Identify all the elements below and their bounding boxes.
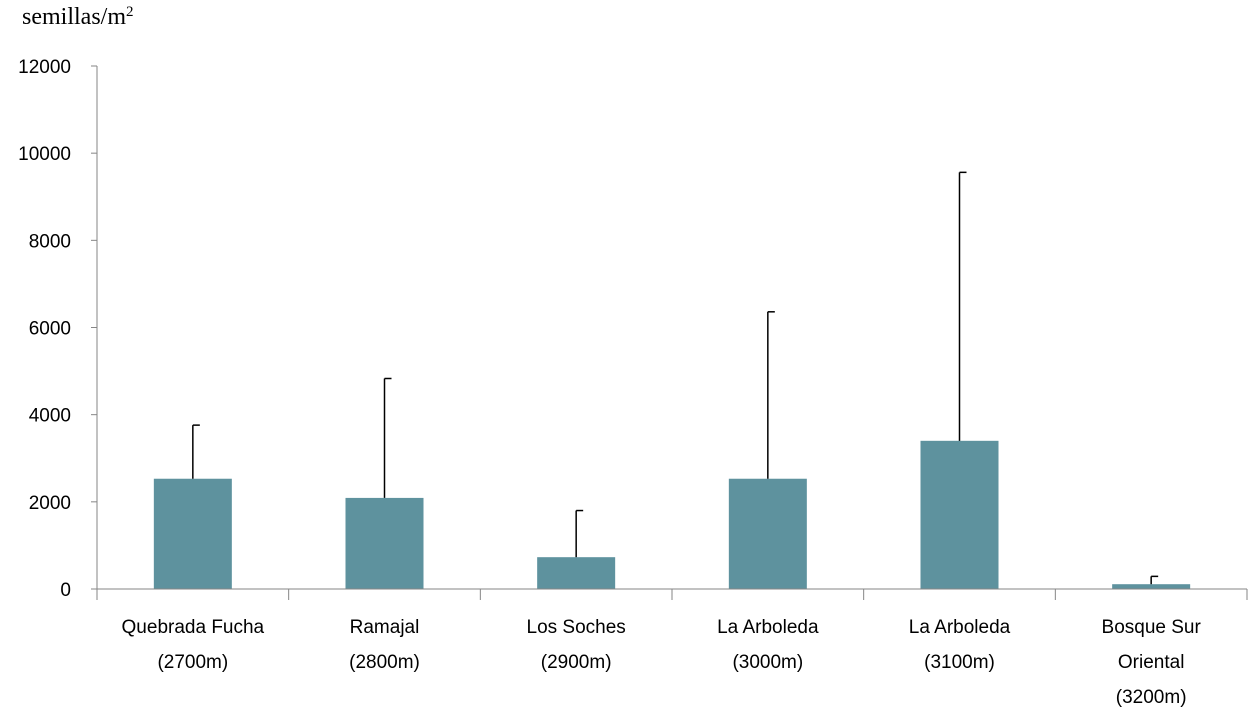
x-tick-label: (2900m): [541, 652, 612, 673]
plot-area: 0 2000 4000 6000 8000 10000 12000 Quebrada Fuch…: [18, 57, 1248, 708]
x-tick-label: Quebrada Fucha: [122, 617, 265, 638]
x-tick-label: Ramajal: [350, 617, 420, 638]
y-tick-label: 0: [60, 580, 71, 601]
y-tick-label: 4000: [29, 406, 71, 427]
y-tick-label: 2000: [29, 493, 71, 514]
bar: [537, 557, 616, 589]
bar: [345, 497, 424, 589]
x-tick-label: La Arboleda: [717, 617, 819, 638]
x-tick-label: (3100m): [924, 652, 995, 673]
bar: [1112, 584, 1191, 589]
bar: [920, 440, 999, 589]
x-tick-label: (2700m): [157, 652, 228, 673]
y-axis-label: semillas/m2: [22, 4, 134, 30]
x-tick-label: Los Soches: [527, 617, 626, 638]
y-axis-label-superscript: 2: [126, 4, 134, 20]
y-tick-label: 12000: [18, 57, 71, 78]
bar: [728, 478, 807, 589]
x-tick-label: (3000m): [732, 652, 803, 673]
x-tick-label: La Arboleda: [909, 617, 1011, 638]
y-tick-label: 10000: [18, 144, 71, 165]
y-tick-label: 8000: [29, 231, 71, 252]
x-tick-label: Oriental: [1118, 652, 1185, 673]
bar: [153, 478, 232, 589]
x-tick-label: (3200m): [1116, 687, 1187, 708]
x-tick-label: Bosque Sur: [1102, 617, 1202, 638]
y-tick-label: 6000: [29, 319, 71, 340]
x-tick-label: (2800m): [349, 652, 420, 673]
